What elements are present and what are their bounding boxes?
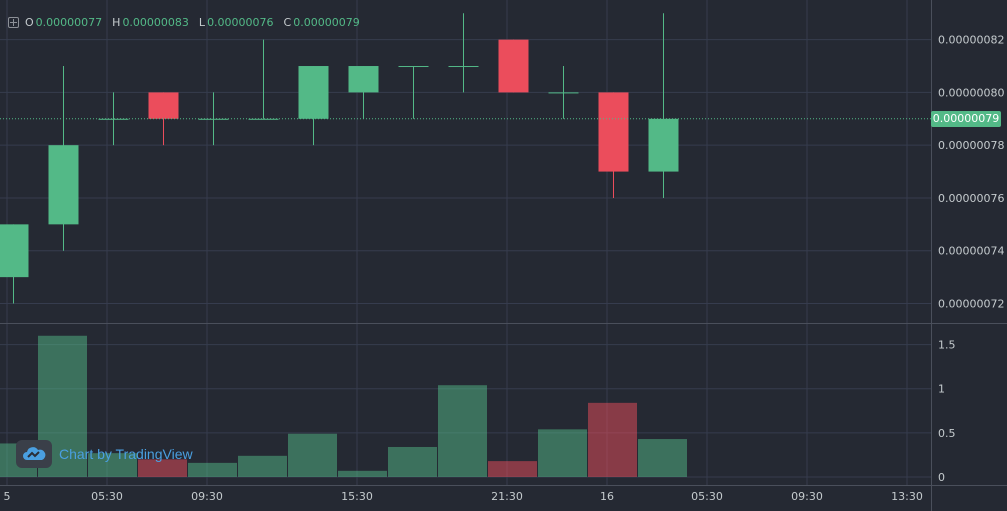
x-tick-label: 5 [4, 490, 11, 503]
volume-tick-label: 1.5 [938, 339, 956, 352]
volume-bar [638, 439, 687, 477]
x-tick-label: 16 [600, 490, 614, 503]
candle-body [48, 145, 79, 225]
candle-body [348, 66, 379, 93]
candle-body [548, 92, 579, 94]
volume-tick-label: 1 [938, 383, 945, 396]
low-label: L [198, 15, 206, 29]
volume-bar [288, 433, 337, 477]
candlesticks [0, 13, 679, 304]
x-tick-label: 09:30 [191, 490, 223, 503]
candle-body [98, 118, 129, 120]
high-label: H [112, 15, 121, 29]
low-value: 0.00000076 [207, 15, 274, 29]
candle-body [148, 92, 179, 119]
price-tick-label: 0.00000072 [938, 298, 1004, 311]
price-tick-label: 0.00000074 [938, 245, 1004, 258]
expand-icon[interactable] [8, 16, 19, 28]
x-tick-label: 05:30 [691, 490, 723, 503]
price-tick-label: 0.00000076 [938, 192, 1004, 205]
price-tick-label: 0.00000078 [938, 139, 1004, 152]
x-tick-label: 21:30 [491, 490, 523, 503]
open-value: 0.00000077 [35, 15, 103, 29]
candle-body [448, 66, 479, 68]
price-tick-label: 0.00000080 [938, 86, 1004, 99]
close-value: 0.00000079 [293, 15, 360, 29]
tradingview-cloud-icon [16, 440, 52, 468]
volume-bar [588, 402, 637, 477]
x-tick-label: 15:30 [341, 490, 373, 503]
volume-bar [488, 461, 537, 477]
volume-bar [338, 470, 387, 477]
x-tick-label: 13:30 [891, 490, 923, 503]
volume-bar [538, 429, 587, 477]
volume-bar [88, 453, 137, 477]
volume-bar [388, 446, 437, 477]
price-tick-label: 0.00000082 [938, 34, 1004, 47]
x-tick-label: 05:30 [91, 490, 123, 503]
x-tick-label: 09:30 [791, 490, 823, 503]
candle-body [598, 92, 629, 172]
close-label: C [283, 15, 292, 29]
tradingview-watermark[interactable]: Chart by TradingView [16, 440, 193, 468]
ohlc-legend: O 0.00000077 H 0.00000083 L 0.00000076 C… [8, 14, 370, 30]
candle-body [648, 118, 679, 172]
open-label: O [25, 15, 34, 29]
volume-tick-label: 0 [938, 471, 945, 484]
volume-tick-label: 0.5 [938, 427, 956, 440]
candle-body [498, 39, 529, 93]
candle-body [398, 66, 429, 68]
high-value: 0.00000083 [122, 15, 189, 29]
watermark-text: Chart by TradingView [59, 446, 193, 462]
candle-body [0, 224, 29, 278]
last-price-tag: 0.00000079 [931, 110, 1001, 127]
volume-bar [238, 455, 287, 477]
candle-body [248, 118, 279, 120]
volume-bar [438, 385, 487, 477]
volume-bar [188, 462, 237, 477]
volume-bar [138, 459, 187, 477]
candle-body [298, 66, 329, 119]
